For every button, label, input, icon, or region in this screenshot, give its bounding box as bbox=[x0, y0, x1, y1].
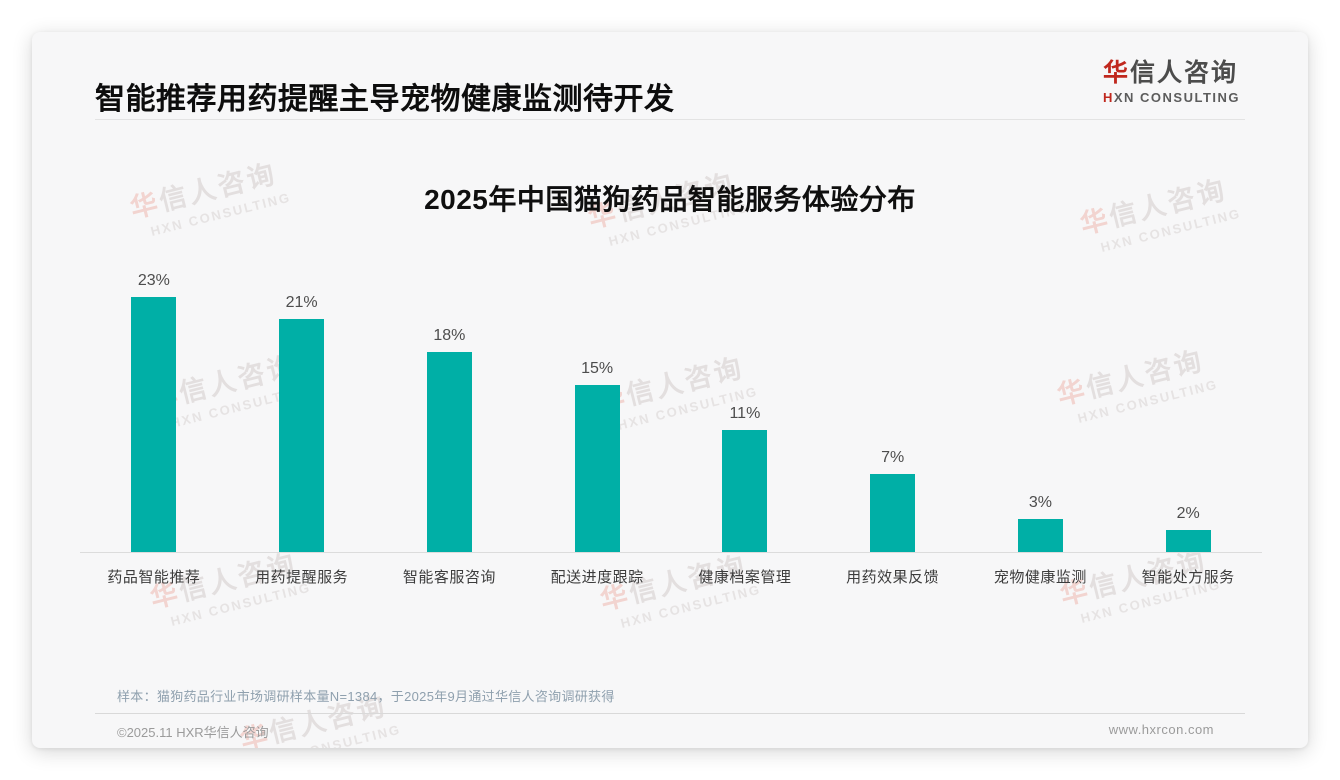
report-card: 华信人咨询 HXN CONSULTING 华信人咨询 HXN CONSULTING 华信… bbox=[32, 32, 1308, 748]
category-label: 健康档案管理 bbox=[698, 569, 792, 586]
category-label: 智能处方服务 bbox=[1141, 569, 1235, 586]
copyright-text: ©2025.11 HXR华信人咨询 bbox=[117, 725, 269, 740]
category-label: 药品智能推荐 bbox=[107, 569, 201, 586]
category-label: 配送进度跟踪 bbox=[550, 569, 644, 586]
bar-slot: 11% bbox=[671, 405, 819, 552]
bar-slot: 23% bbox=[80, 272, 228, 552]
bar bbox=[870, 474, 916, 552]
bar-value-label: 11% bbox=[729, 405, 761, 422]
x-axis-line bbox=[80, 552, 1262, 553]
logo-en-accent: H bbox=[1102, 89, 1114, 105]
bar bbox=[1165, 530, 1211, 552]
bar-value-label: 21% bbox=[285, 294, 318, 311]
logo-en-rest: XN CONSULTING bbox=[1113, 89, 1240, 105]
logo-cn-accent: 华 bbox=[1102, 59, 1130, 87]
x-axis-labels: 药品智能推荐 用药提醒服务 智能客服咨询 配送进度跟踪 健康档案管理 用药效果反馈 宠物健康… bbox=[80, 566, 1262, 587]
bar-value-label: 7% bbox=[881, 449, 905, 466]
bar bbox=[426, 352, 472, 552]
card-content: 智能推荐用药提醒主导宠物健康监测待开发 华信人咨询 HXN CONSULTING… bbox=[32, 32, 1308, 748]
category-label: 用药提醒服务 bbox=[255, 569, 349, 586]
bar bbox=[279, 319, 325, 552]
logo-cn-rest: 信人咨询 bbox=[1129, 59, 1238, 87]
bar-value-label: 3% bbox=[1028, 494, 1052, 511]
sample-note: 样本：猫狗药品行业市场调研样本量N=1384，于2025年9月通过华信人咨询调研… bbox=[117, 689, 615, 704]
category-label: 宠物健康监测 bbox=[993, 569, 1087, 586]
logo-en-text: HXN CONSULTING bbox=[1102, 89, 1240, 105]
bar-value-label: 18% bbox=[433, 327, 466, 344]
logo-cn-text: 华信人咨询 bbox=[1102, 59, 1240, 88]
bar-value-label: 23% bbox=[137, 272, 170, 289]
bar-slot: 7% bbox=[819, 449, 967, 552]
bar bbox=[131, 297, 177, 552]
bar-chart: 23% 21% 18% 15% 11% 7% 3% 2% bbox=[80, 262, 1262, 552]
bar-slot: 21% bbox=[228, 294, 376, 552]
company-logo: 华信人咨询 HXN CONSULTING bbox=[1102, 59, 1240, 105]
page-title: 智能推荐用药提醒主导宠物健康监测待开发 bbox=[95, 83, 675, 116]
bar-value-label: 2% bbox=[1176, 505, 1200, 522]
bar-value-label: 15% bbox=[581, 360, 614, 377]
bar-slot: 2% bbox=[1114, 505, 1262, 552]
category-label: 智能客服咨询 bbox=[402, 569, 496, 586]
header-divider bbox=[95, 119, 1245, 120]
bar bbox=[574, 385, 620, 552]
bar bbox=[722, 430, 768, 552]
bar-slot: 18% bbox=[376, 327, 524, 552]
bar-slot: 15% bbox=[523, 360, 671, 552]
bar-slot: 3% bbox=[967, 494, 1115, 552]
category-label: 用药效果反馈 bbox=[846, 569, 940, 586]
website-text: www.hxrcon.com bbox=[1108, 722, 1214, 737]
chart-title: 2025年中国猫狗药品智能服务体验分布 bbox=[424, 184, 916, 215]
footer-divider bbox=[95, 713, 1245, 714]
bar bbox=[1017, 519, 1063, 552]
